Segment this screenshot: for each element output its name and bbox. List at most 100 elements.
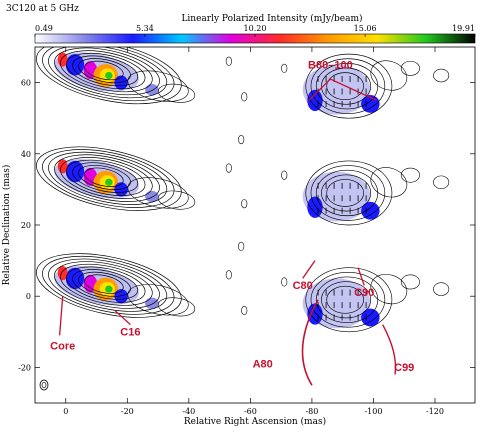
image-layer — [36, 47, 450, 333]
outer-contour — [310, 58, 386, 114]
jet-contour — [66, 52, 146, 90]
outer-contour — [305, 160, 393, 226]
noise-contour — [241, 92, 248, 102]
outer-contour — [400, 167, 420, 183]
x-tick-label: -80 — [305, 407, 318, 416]
noise-contour — [241, 199, 248, 209]
polarization-layer — [54, 52, 380, 329]
outer-contour — [310, 272, 386, 328]
annotations: B80–100 C80 C90 A80 C99 Core C16 — [50, 59, 414, 374]
jet-contour — [127, 177, 189, 209]
colorbar-tick-label: 10.20 — [244, 24, 267, 33]
jet-contour — [54, 261, 160, 309]
contour-layer — [36, 47, 450, 333]
y-axis: -20 0 20 40 60 — [18, 79, 475, 372]
annotation-line — [302, 260, 316, 279]
noise-contour — [281, 63, 288, 73]
annotation-label: C90 — [354, 287, 374, 299]
y-tick-label: 20 — [21, 221, 31, 230]
pol-region — [361, 201, 380, 220]
x-tick-label: -40 — [182, 407, 195, 416]
jet-contour — [36, 253, 182, 318]
annotation-line — [114, 309, 131, 326]
pol-region — [145, 84, 159, 96]
beam-ellipse-inner — [41, 381, 47, 389]
jet-contour — [54, 154, 160, 202]
outer-contour — [321, 67, 372, 105]
outer-contour — [315, 63, 379, 110]
pol-region — [105, 285, 113, 293]
colorbar-tick-label: 5.34 — [136, 24, 154, 33]
plot-frame — [34, 46, 476, 404]
annotation-arc — [301, 299, 319, 386]
colorbar-tick-label: 19.91 — [452, 24, 475, 33]
outer-contour — [326, 72, 364, 101]
colorbar-tick-label: 0.49 — [35, 24, 53, 33]
annotation-label: C80 — [293, 280, 313, 292]
outer-contour — [305, 267, 393, 333]
jet-contour — [54, 47, 160, 96]
x-tick-label: -60 — [244, 407, 257, 416]
jet-contour — [127, 284, 189, 316]
annotation-label: B80–100 — [308, 59, 353, 71]
jet-contour — [84, 60, 124, 81]
noise-contour — [241, 305, 248, 316]
jet-contour — [60, 157, 153, 199]
beam-ellipse — [39, 379, 49, 391]
pol-region — [145, 297, 159, 310]
outer-contour — [433, 175, 450, 189]
jet-contour — [60, 263, 153, 306]
x-tick-label: -120 — [426, 407, 444, 416]
outer-contour — [433, 282, 450, 296]
noise-contour — [225, 270, 232, 280]
x-axis: 0 -20 -40 -60 -80 -100 -120 — [63, 47, 444, 416]
jet-contour — [72, 269, 139, 300]
jet-contour — [36, 47, 182, 105]
jet-contour — [127, 70, 189, 102]
colorbar-tick-label: 15.06 — [354, 24, 377, 33]
outer-contour — [310, 165, 386, 221]
outer-contour — [370, 60, 408, 91]
annotation-line — [308, 78, 331, 101]
y-tick-label: 40 — [21, 150, 31, 159]
pol-region — [105, 178, 113, 186]
outer-contour — [400, 60, 420, 76]
jet-contour — [78, 58, 131, 84]
annotation-label: Core — [50, 341, 75, 353]
y-tick-label: -20 — [18, 363, 31, 372]
y-axis-label: Relative Declination (mas) — [1, 165, 12, 286]
outer-contour — [326, 179, 364, 207]
pol-region — [361, 308, 380, 327]
noise-contour — [225, 56, 232, 66]
annotation-line — [357, 267, 365, 286]
jet-contour — [42, 47, 175, 102]
y-tick-label: 0 — [26, 292, 31, 301]
jet-contour — [78, 271, 131, 297]
noise-contour — [281, 170, 288, 180]
annotation-line — [58, 296, 64, 336]
outer-contour — [370, 167, 408, 198]
x-tick-label: -100 — [364, 407, 382, 416]
x-tick-label: 0 — [63, 407, 68, 416]
pol-region — [307, 196, 323, 218]
jet-contour — [78, 165, 131, 190]
jet-contour — [48, 151, 168, 205]
jet-contour — [157, 297, 196, 317]
noise-contour — [225, 163, 232, 173]
polarization-vectors — [317, 76, 367, 321]
outer-contour — [315, 276, 379, 323]
x-tick-label: -20 — [121, 407, 134, 416]
annotation-label: A80 — [253, 358, 273, 370]
noise-contour — [238, 241, 245, 251]
jet-contour — [42, 149, 175, 208]
jet-contour — [72, 162, 139, 193]
outer-contour — [305, 53, 393, 119]
annotation-lines — [58, 78, 397, 386]
outer-contour — [433, 68, 450, 83]
x-axis-label: Relative Right Ascension (mas) — [184, 416, 326, 427]
annotation-line — [330, 78, 377, 101]
jet-contour — [36, 146, 182, 211]
jet-contour — [72, 55, 139, 87]
colorbar-ticks: 0.49 5.34 10.20 15.06 19.91 — [34, 24, 476, 37]
